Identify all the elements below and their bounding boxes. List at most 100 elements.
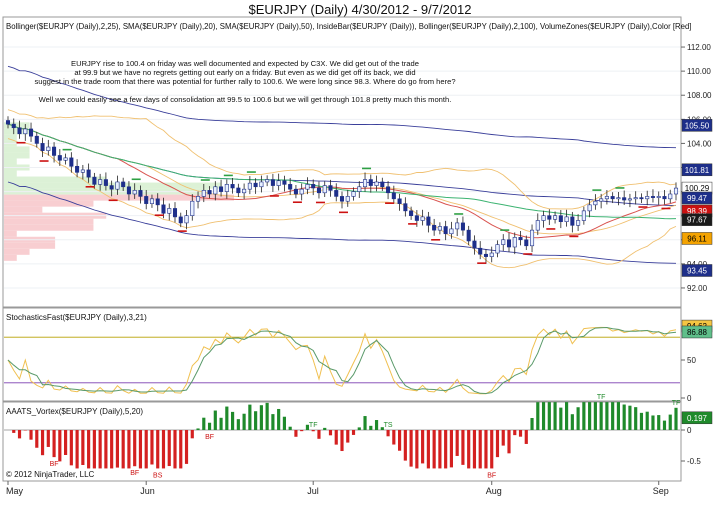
candle-body: [645, 196, 650, 200]
candle-body: [443, 226, 448, 235]
volume-zone-bar: [4, 176, 107, 183]
candle-body: [501, 239, 506, 245]
candle-body: [455, 222, 460, 230]
candle-body: [207, 190, 212, 195]
stoch-badge-box: [681, 325, 713, 339]
candle-body: [132, 190, 137, 195]
volume-zone-bar: [4, 170, 17, 177]
price-badge-box: [681, 232, 713, 245]
candle-body: [391, 192, 396, 200]
candle-body: [466, 229, 471, 242]
candle-body: [368, 179, 373, 186]
candle-body: [270, 179, 275, 186]
candle-body: [236, 187, 241, 194]
commentary-annotation: EURJPY rise to 100.4 on friday was well …: [34, 59, 455, 104]
candle-body: [242, 188, 247, 194]
candle-body: [305, 184, 310, 190]
candle-body: [656, 196, 661, 198]
inside-bar-markers: [16, 141, 671, 264]
candle-body: [103, 179, 108, 186]
commentary-line-1: EURJPY rise to 100.4 on friday was well …: [71, 59, 419, 68]
candle-body: [115, 181, 120, 190]
candle-body: [616, 197, 621, 200]
candles: [5, 116, 679, 264]
volume-zone-bar: [4, 224, 94, 231]
volume-zone-bar: [4, 200, 94, 207]
price-grid: [4, 46, 680, 289]
commentary-line-2: at 99.9 but we have no regrets getting o…: [74, 68, 415, 77]
candle-body: [478, 247, 483, 255]
candle-body: [98, 179, 103, 185]
candle-body: [449, 228, 454, 235]
candle-body: [109, 185, 114, 190]
candle-body: [374, 181, 379, 186]
date-label: Jul: [307, 486, 319, 496]
candle-body: [535, 220, 540, 231]
vortex-marker: BF: [205, 434, 214, 441]
volume-zone-bar: [4, 248, 30, 255]
candle-body: [259, 181, 264, 188]
candle-body: [219, 186, 224, 192]
candle-body: [161, 204, 166, 214]
volume-zone-bar: [4, 152, 30, 159]
stochastics-label: StochasticsFast($EURJPY (Daily),3,21): [6, 313, 147, 322]
volume-zone-bar: [4, 206, 43, 213]
price-badge: 99.47: [687, 194, 708, 203]
commentary-line-4: Well we could easily see a few days of c…: [39, 95, 452, 104]
candle-body: [426, 216, 431, 226]
candle-body: [432, 225, 437, 231]
candle-body: [167, 208, 172, 214]
bollinger100-lower: [7, 181, 677, 264]
price-badge-box: [681, 163, 713, 177]
candle-body: [437, 226, 442, 231]
candle-body: [322, 185, 327, 194]
date-axis: May Jun Jul Aug Sep: [6, 481, 669, 496]
candle-body: [357, 186, 362, 192]
candle-body: [662, 196, 667, 200]
candle-body: [627, 198, 632, 201]
candle-body: [46, 146, 51, 151]
stoch-tick-label: 50: [687, 356, 696, 365]
vortex-label: AAATS_Vortex($EURJPY (Daily),5,20): [6, 407, 143, 416]
copyright-text: © 2012 NinjaTrader, LLC: [6, 470, 95, 479]
vortex-marker: BF: [130, 470, 139, 477]
vortex-tick-label: -0.5: [687, 457, 701, 466]
vortex-marker: TF: [672, 400, 681, 407]
stochastics-lines: [4, 326, 680, 395]
price-tick-label: 108.00: [687, 91, 712, 100]
candle-body: [288, 184, 293, 190]
candle-body: [293, 188, 298, 195]
candle-body: [650, 196, 655, 198]
price-tick-label: 92.00: [687, 284, 708, 293]
candle-body: [213, 186, 218, 195]
candle-body: [172, 208, 178, 218]
price-badge: 98.39: [687, 207, 708, 216]
price-badge: 96.11: [687, 234, 707, 243]
candle-body: [351, 191, 356, 197]
candle-body: [409, 210, 414, 216]
stoch-badge: 86.88: [687, 328, 708, 337]
candle-body: [564, 216, 569, 223]
candle-body: [668, 193, 673, 200]
candle-body: [247, 182, 252, 190]
stoch-tick-label: 0: [687, 394, 692, 403]
vortex-badge-box: [681, 411, 713, 425]
stoch-d-line: [7, 326, 677, 395]
candle-body: [581, 210, 586, 221]
candle-body: [420, 216, 425, 221]
price-badge-box: [681, 264, 713, 277]
candle-body: [17, 127, 22, 135]
candle-body: [29, 128, 34, 137]
chart-title: $EURJPY (Daily) 4/30/2012 - 9/7/2012: [248, 2, 472, 17]
candle-body: [126, 186, 131, 195]
sma20-line: [7, 123, 677, 239]
candle-body: [639, 197, 644, 200]
candle-body: [230, 184, 235, 189]
candle-body: [316, 187, 321, 194]
candle-body: [386, 186, 391, 194]
candle-body: [339, 196, 345, 202]
candle-body: [570, 216, 575, 226]
candle-body: [673, 187, 679, 195]
